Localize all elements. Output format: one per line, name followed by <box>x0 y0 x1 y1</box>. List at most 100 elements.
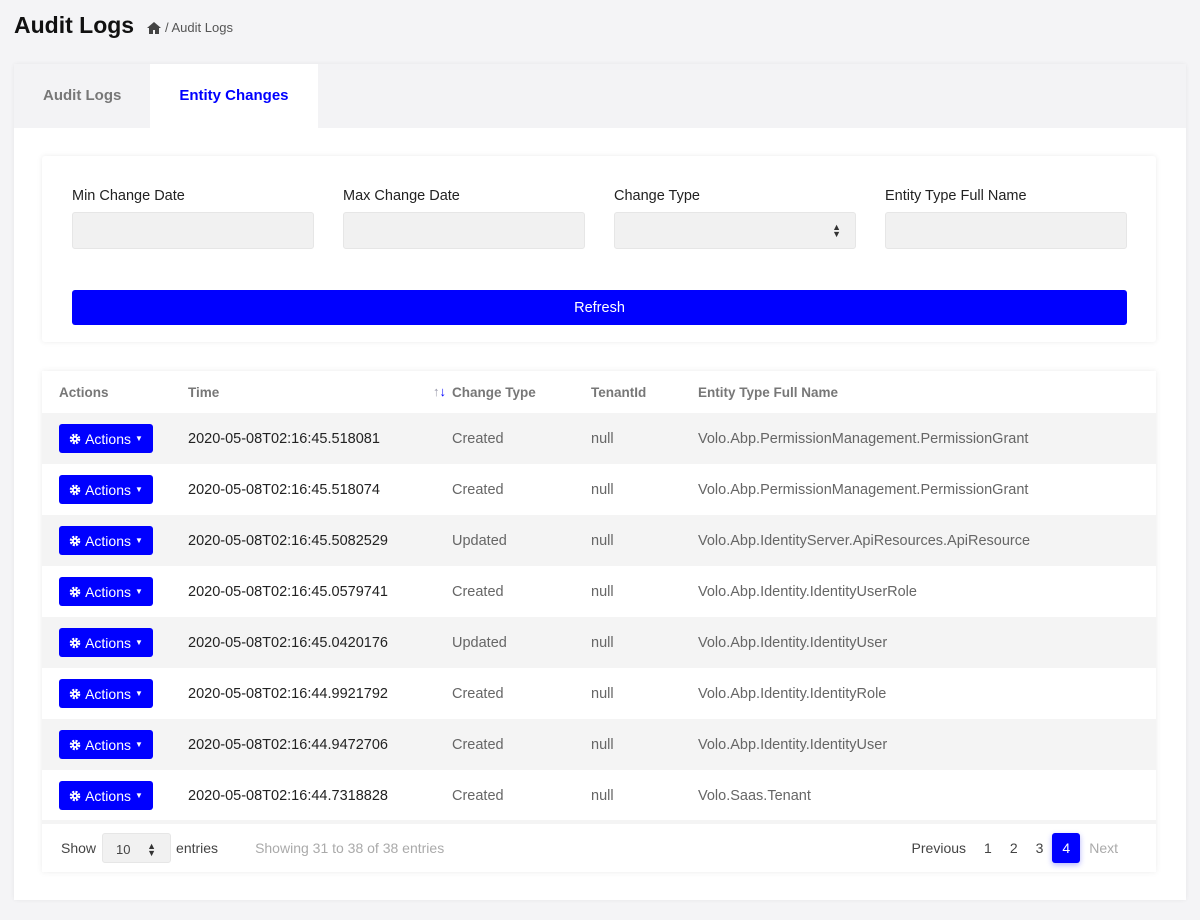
cell-change-type: Created <box>452 481 504 498</box>
table-row: Actions ▼ 2020-05-08T02:16:44.7318828 Cre… <box>42 770 1156 821</box>
previous-button[interactable]: Previous <box>911 840 967 856</box>
actions-button[interactable]: Actions ▼ <box>59 475 153 504</box>
min-date-label: Min Change Date <box>72 188 185 204</box>
min-date-input[interactable] <box>72 212 314 249</box>
cell-time: 2020-05-08T02:16:45.518074 <box>188 481 380 498</box>
page-size-select[interactable]: 10 ▲ ▼ <box>102 833 172 863</box>
actions-label: Actions <box>85 787 131 804</box>
cell-change-type: Created <box>452 430 504 447</box>
cell-entity-type: Volo.Saas.Tenant <box>698 787 811 804</box>
tab-bar: Audit Logs Entity Changes <box>14 64 1186 128</box>
table-row: Actions ▼ 2020-05-08T02:16:45.5082529 Upd… <box>42 515 1156 566</box>
page-4[interactable]: 4 <box>1052 833 1081 863</box>
change-type-select[interactable]: ▲ ▼ <box>614 212 856 249</box>
col-time[interactable]: Time <box>188 384 220 400</box>
table-row: Actions ▼ 2020-05-08T02:16:44.9921792 Cre… <box>42 668 1156 719</box>
col-entity-type[interactable]: Entity Type Full Name <box>698 384 839 400</box>
tab-audit-logs[interactable]: Audit Logs <box>43 87 122 104</box>
actions-button[interactable]: Actions ▼ <box>59 679 153 708</box>
cell-entity-type: Volo.Abp.PermissionManagement.Permission… <box>698 481 1029 498</box>
actions-button[interactable]: Actions ▼ <box>59 730 153 759</box>
caret-down-icon: ▼ <box>135 536 143 545</box>
gear-icon <box>69 739 81 750</box>
cell-change-type: Created <box>452 685 504 702</box>
cell-tenant-id: null <box>591 736 614 753</box>
actions-button[interactable]: Actions ▼ <box>59 526 153 555</box>
cell-change-type: Created <box>452 787 504 804</box>
cell-entity-type: Volo.Abp.Identity.IdentityRole <box>698 685 887 702</box>
actions-button[interactable]: Actions ▼ <box>59 424 153 453</box>
table-row: Actions ▼ 2020-05-08T02:16:45.0579741 Cre… <box>42 566 1156 617</box>
page-3[interactable]: 3 <box>1035 840 1044 856</box>
table-row: Actions ▼ 2020-05-08T02:16:45.518081 Crea… <box>42 413 1156 464</box>
actions-label: Actions <box>85 634 131 651</box>
entity-type-input[interactable] <box>885 212 1127 249</box>
caret-down-icon: ▼ <box>135 689 143 698</box>
gear-icon <box>69 586 81 597</box>
page-title: Audit Logs <box>14 12 135 38</box>
caret-down-icon: ▼ <box>135 434 143 443</box>
actions-label: Actions <box>85 481 131 498</box>
cell-tenant-id: null <box>591 481 614 498</box>
table-info: Showing 31 to 38 of 38 entries <box>255 840 445 856</box>
col-actions: Actions <box>59 384 109 400</box>
entity-changes-table: Actions Time ↑↓ Change Type TenantId Ent… <box>42 371 1156 872</box>
col-change-type[interactable]: Change Type <box>452 384 536 400</box>
actions-button[interactable]: Actions ▼ <box>59 628 153 657</box>
page-2[interactable]: 2 <box>1009 840 1018 856</box>
cell-entity-type: Volo.Abp.Identity.IdentityUser <box>698 736 888 753</box>
actions-label: Actions <box>85 736 131 753</box>
max-date-input[interactable] <box>343 212 585 249</box>
cell-change-type: Updated <box>452 634 507 651</box>
next-button[interactable]: Next <box>1089 840 1118 856</box>
actions-label: Actions <box>85 583 131 600</box>
cell-time: 2020-05-08T02:16:44.9921792 <box>188 685 388 702</box>
actions-button[interactable]: Actions ▼ <box>59 781 153 810</box>
change-type-label: Change Type <box>614 188 700 204</box>
filter-panel: Min Change Date Max Change Date Change T… <box>42 156 1156 342</box>
cell-tenant-id: null <box>591 787 614 804</box>
refresh-button[interactable]: Refresh <box>72 290 1127 325</box>
cell-tenant-id: null <box>591 685 614 702</box>
gear-icon <box>69 637 81 648</box>
cell-change-type: Updated <box>452 532 507 549</box>
table-header: Actions Time ↑↓ Change Type TenantId Ent… <box>42 371 1156 413</box>
cell-time: 2020-05-08T02:16:45.518081 <box>188 430 380 447</box>
caret-down-icon: ▼ <box>135 740 143 749</box>
sort-icon[interactable]: ↑↓ <box>433 384 446 399</box>
cell-change-type: Created <box>452 736 504 753</box>
caret-down-icon: ▼ <box>135 638 143 647</box>
cell-entity-type: Volo.Abp.IdentityServer.ApiResources.Api… <box>698 532 1031 549</box>
actions-label: Actions <box>85 685 131 702</box>
table-row: Actions ▼ 2020-05-08T02:16:44.9472706 Cre… <box>42 719 1156 770</box>
gear-icon <box>69 535 81 546</box>
actions-button[interactable]: Actions ▼ <box>59 577 153 606</box>
caret-down-icon: ▼ <box>135 587 143 596</box>
entity-type-label: Entity Type Full Name <box>885 188 1027 204</box>
table-row: Actions ▼ 2020-05-08T02:16:45.0420176 Upd… <box>42 617 1156 668</box>
cell-time: 2020-05-08T02:16:45.0579741 <box>188 583 388 600</box>
cell-entity-type: Volo.Abp.PermissionManagement.Permission… <box>698 430 1029 447</box>
show-label: Show <box>61 840 97 856</box>
col-tenant-id[interactable]: TenantId <box>591 384 647 400</box>
cell-tenant-id: null <box>591 634 614 651</box>
gear-icon <box>69 790 81 801</box>
caret-down-icon: ▼ <box>135 791 143 800</box>
page-1[interactable]: 1 <box>984 840 992 856</box>
table-row: Actions ▼ 2020-05-08T02:16:45.518074 Crea… <box>42 464 1156 515</box>
max-date-label: Max Change Date <box>343 188 460 204</box>
cell-entity-type: Volo.Abp.Identity.IdentityUser <box>698 634 888 651</box>
entries-label: entries <box>176 840 219 856</box>
tab-entity-changes[interactable]: Entity Changes <box>150 64 318 128</box>
home-icon[interactable] <box>147 21 161 34</box>
cell-time: 2020-05-08T02:16:45.5082529 <box>188 532 388 549</box>
cell-time: 2020-05-08T02:16:45.0420176 <box>188 634 388 651</box>
page-size-value: 10 <box>116 842 131 857</box>
breadcrumb: / Audit Logs <box>147 20 233 35</box>
cell-tenant-id: null <box>591 532 614 549</box>
actions-label: Actions <box>85 430 131 447</box>
gear-icon <box>69 433 81 444</box>
cell-entity-type: Volo.Abp.Identity.IdentityUserRole <box>698 583 917 600</box>
cell-tenant-id: null <box>591 583 614 600</box>
select-arrows-icon: ▲ ▼ <box>147 841 157 858</box>
